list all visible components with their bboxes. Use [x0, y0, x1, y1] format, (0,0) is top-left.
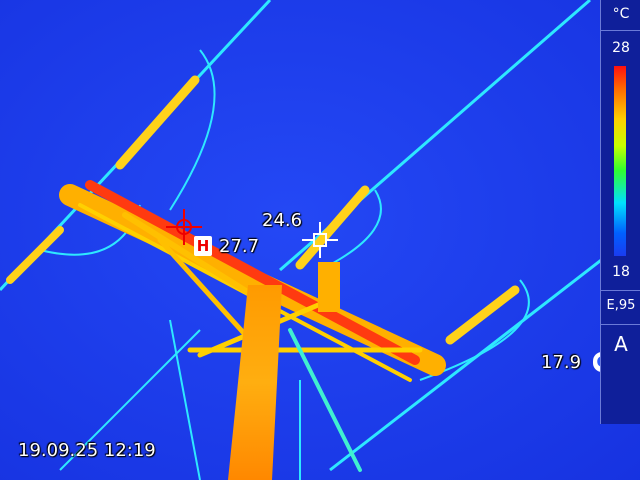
timestamp: 19.09.25 12:19	[18, 440, 156, 461]
color-scale-bar	[614, 66, 626, 256]
scale-min-value: 18	[612, 264, 630, 280]
hot-spot-crosshair	[166, 209, 202, 245]
cold-spot-value: 17.9	[541, 352, 582, 373]
insulators	[6, 75, 520, 345]
emissivity-value: E,95	[606, 298, 636, 313]
scale-max-value: 28	[612, 40, 630, 56]
panel-divider	[600, 290, 640, 291]
center-spot-crosshair	[302, 222, 338, 258]
pole	[228, 285, 282, 480]
temperature-unit: °C	[612, 6, 630, 22]
cross-arm	[59, 180, 446, 472]
hot-spot-value: 27.7	[219, 236, 260, 257]
hot-spot-badge: H	[194, 236, 212, 256]
center-spot-value: 24.6	[262, 210, 303, 231]
range-mode: A	[614, 332, 628, 356]
panel-divider	[600, 324, 640, 325]
pole-top	[318, 262, 340, 312]
panel-divider	[600, 30, 640, 31]
